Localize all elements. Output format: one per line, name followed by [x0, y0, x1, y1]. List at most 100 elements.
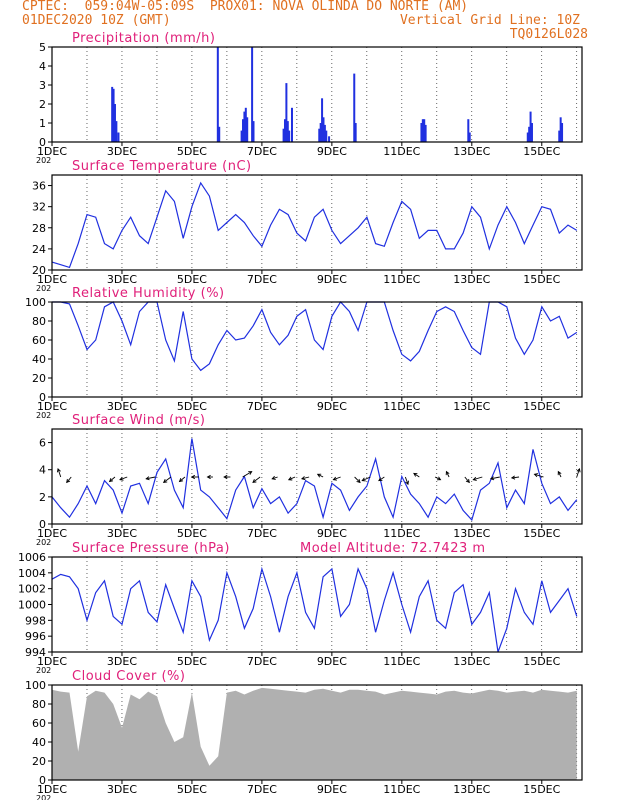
- wind-arrow-head: [510, 475, 516, 480]
- wind-arrow: [333, 476, 341, 481]
- cloud-ytick-label: 20: [32, 755, 46, 768]
- wind-arrow-head: [445, 470, 450, 476]
- precipitation-ytick-label: 1: [39, 117, 46, 130]
- precipitation-xtick-label: 1DEC: [37, 145, 67, 158]
- wind-arrow: [242, 471, 252, 478]
- wind-arrow-head: [162, 479, 168, 483]
- wind-arrow: [464, 476, 470, 483]
- humidity-series-line: [52, 301, 578, 372]
- humidity-ytick-label: 0: [39, 391, 46, 404]
- precipitation-xtick-label: 15DEC: [523, 145, 560, 158]
- wind-arrow-head: [145, 476, 150, 481]
- pressure-year-label: 202: [36, 666, 51, 675]
- wind-arrow: [445, 471, 450, 478]
- wind-arrow-head: [66, 478, 71, 484]
- wind-arrow-head: [206, 474, 211, 480]
- cloud-xtick-label: 1DEC: [37, 783, 67, 796]
- pressure-series-line: [51, 566, 578, 653]
- precip-bar: [218, 126, 221, 142]
- wind-xtick-label: 9DEC: [317, 527, 347, 540]
- wind-arrow: [473, 476, 483, 481]
- temperature-frame: [51, 174, 583, 271]
- pressure-xtick-label: 11DEC: [383, 655, 420, 668]
- wind-arrow-head: [287, 476, 293, 481]
- wind-arrow-head: [252, 479, 257, 483]
- cloud-xtick-label: 3DEC: [107, 783, 137, 796]
- precip-bar: [420, 123, 423, 142]
- cloud-area: [52, 687, 577, 780]
- pressure-title: Surface Pressure (hPa): [72, 541, 230, 556]
- wind-arrow: [378, 476, 385, 481]
- cloud-frame: [51, 684, 583, 781]
- temperature-ytick-label: 24: [32, 243, 46, 256]
- precip-bar: [112, 88, 115, 142]
- pressure-ytick-label: 994: [25, 646, 46, 659]
- precip-bar: [251, 47, 254, 142]
- humidity-ytick-label: 20: [32, 372, 46, 385]
- precip-bar: [252, 121, 255, 142]
- cloud-xtick-label: 7DEC: [247, 783, 277, 796]
- precip-bar: [528, 126, 531, 142]
- cloud-ytick-label: 0: [39, 774, 46, 787]
- cloud-xtick-label: 9DEC: [317, 783, 347, 796]
- precipitation-xtick-label: 5DEC: [177, 145, 207, 158]
- precip-bar: [285, 83, 288, 142]
- wind-ytick-label: 0: [39, 518, 46, 531]
- wind-ytick-label: 6: [39, 437, 46, 450]
- wind-xtick-label: 7DEC: [247, 527, 277, 540]
- precip-bar: [290, 107, 293, 142]
- wind-arrow: [576, 468, 580, 478]
- precip-bar: [529, 111, 532, 142]
- wind-arrow: [109, 476, 116, 482]
- wind-arrow: [362, 476, 371, 482]
- precip-bar: [244, 107, 247, 142]
- precip-bar: [240, 130, 243, 142]
- wind-arrow: [288, 476, 296, 481]
- wind-xtick-label: 1DEC: [37, 527, 67, 540]
- precip-bar: [117, 132, 120, 142]
- wind-arrow-head: [356, 478, 361, 484]
- humidity-xtick-label: 11DEC: [383, 400, 420, 413]
- pressure-xtick-label: 1DEC: [37, 655, 67, 668]
- wind-arrow-head: [405, 480, 409, 486]
- temperature-xtick-label: 5DEC: [177, 273, 207, 286]
- temperature-title: Surface Temperature (nC): [72, 159, 252, 174]
- pressure-ytick-label: 998: [25, 614, 46, 627]
- precipitation-ytick-label: 5: [39, 41, 46, 54]
- cloud-year-label: 202: [36, 794, 51, 800]
- wind-arrow: [179, 476, 186, 482]
- wind-arrow-head: [378, 477, 383, 482]
- precipitation-xtick-label: 9DEC: [317, 145, 347, 158]
- cloud-ytick-label: 100: [25, 679, 46, 692]
- precip-bar: [282, 128, 285, 142]
- wind-arrow: [146, 476, 156, 480]
- humidity-xtick-label: 13DEC: [453, 400, 490, 413]
- wind-arrow: [57, 468, 62, 478]
- precip-bar: [111, 86, 114, 142]
- pressure-xtick-label: 7DEC: [247, 655, 277, 668]
- wind-arrow-head: [190, 474, 196, 480]
- wind-arrow-head: [316, 473, 322, 478]
- header-model-code: TQ0126L028: [509, 27, 588, 42]
- wind-arrow-head: [465, 478, 470, 484]
- wind-arrow-head: [533, 473, 538, 478]
- wind-title: Surface Wind (m/s): [72, 413, 205, 428]
- pressure-xtick-label: 13DEC: [453, 655, 490, 668]
- wind-arrow-head: [361, 477, 366, 482]
- humidity-xtick-label: 15DEC: [523, 400, 560, 413]
- wind-arrow: [66, 476, 72, 483]
- precipitation-xtick-label: 11DEC: [383, 145, 420, 158]
- humidity-title: Relative Humidity (%): [72, 286, 225, 301]
- humidity-ytick-label: 40: [32, 353, 46, 366]
- precip-bar: [421, 119, 424, 142]
- pressure-ytick-label: 1002: [18, 583, 46, 596]
- precip-bar: [216, 47, 219, 142]
- header-station: CPTEC: 059:04W-05:09S PROX01: NOVA OLIND…: [22, 0, 469, 14]
- wind-arrow-head: [332, 476, 337, 481]
- precip-bar: [319, 123, 322, 142]
- wind-xtick-label: 11DEC: [383, 527, 420, 540]
- pressure-annotation: Model Altitude: 72.7423 m: [300, 541, 486, 556]
- precip-bar: [467, 119, 470, 142]
- humidity-ytick-label: 60: [32, 334, 46, 347]
